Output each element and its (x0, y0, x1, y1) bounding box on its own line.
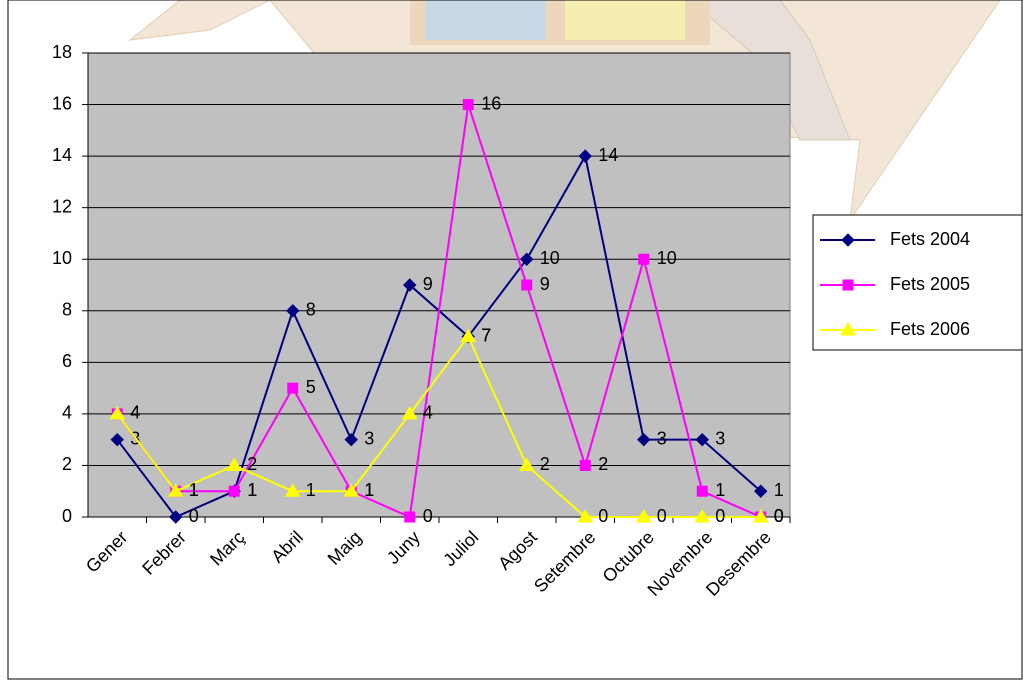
data-point (460, 328, 477, 343)
data-label: 0 (189, 506, 199, 526)
data-point (169, 510, 183, 524)
data-label: 10 (657, 248, 677, 268)
data-label: 5 (306, 377, 316, 397)
data-point (284, 483, 301, 497)
data-label: 1 (364, 480, 374, 500)
y-tick-label: 2 (62, 454, 72, 474)
data-point (343, 483, 360, 497)
data-label: 4 (423, 403, 433, 423)
data-label: 1 (189, 480, 199, 500)
data-label: 1 (774, 480, 784, 500)
legend-marker (842, 279, 854, 291)
data-point (401, 405, 418, 420)
data-label: 10 (540, 248, 560, 268)
data-label: 3 (364, 428, 374, 448)
y-tick-label: 14 (52, 145, 72, 165)
x-tick-label: Febrer (138, 527, 190, 579)
data-label: 7 (481, 325, 491, 345)
series-line (116, 334, 761, 518)
data-point (518, 457, 535, 471)
data-point (228, 485, 240, 497)
data-label: 0 (598, 506, 608, 526)
data-point (520, 252, 534, 266)
data-label: 1 (247, 480, 257, 500)
x-tick-label: Agost (494, 527, 541, 574)
data-label: 2 (247, 454, 257, 474)
y-tick-label: 10 (52, 248, 72, 268)
data-label: 0 (774, 506, 784, 526)
data-label: 1 (715, 480, 725, 500)
data-point (578, 149, 592, 163)
y-tick-label: 16 (52, 93, 72, 113)
data-point (637, 432, 651, 447)
data-point (694, 509, 711, 523)
legend-marker (841, 233, 855, 247)
data-label: 14 (598, 145, 618, 165)
data-point (754, 484, 768, 498)
data-point (344, 432, 358, 447)
data-point (403, 278, 417, 292)
y-tick-label: 6 (62, 351, 72, 371)
x-tick-label: Octubre (599, 527, 658, 586)
data-point (226, 457, 243, 471)
y-tick-label: 18 (52, 42, 72, 62)
data-label: 0 (774, 506, 784, 526)
data-point (696, 485, 708, 497)
y-tick-label: 0 (62, 506, 72, 526)
data-label: 9 (540, 274, 550, 294)
data-point (635, 509, 652, 523)
data-point (695, 432, 709, 447)
data-point (109, 405, 126, 420)
data-label: 7 (481, 325, 491, 345)
data-point (752, 509, 769, 523)
data-label: 9 (423, 274, 433, 294)
data-label: 3 (715, 428, 725, 448)
plot-area (87, 52, 791, 518)
data-label: 1 (364, 480, 374, 500)
data-label: 4 (130, 403, 140, 423)
data-point (638, 253, 650, 265)
data-label: 0 (423, 506, 433, 526)
x-tick-label: Maig (324, 527, 366, 569)
x-tick-label: Gener (82, 527, 132, 577)
data-label: 2 (598, 454, 608, 474)
data-point (287, 382, 299, 394)
legend-marker (840, 322, 856, 336)
legend-label: Fets 2005 (890, 274, 970, 294)
y-tick-label: 8 (62, 300, 72, 320)
data-point (286, 304, 300, 318)
data-point (404, 511, 416, 523)
data-label: 16 (481, 93, 501, 113)
y-tick-label: 4 (62, 403, 72, 423)
y-tick-label: 12 (52, 196, 72, 216)
data-point (521, 279, 533, 291)
data-label: 8 (306, 300, 316, 320)
data-label: 1 (247, 480, 257, 500)
data-label: 3 (657, 428, 667, 448)
data-label: 4 (130, 403, 140, 423)
data-point (167, 483, 184, 497)
data-point (462, 99, 474, 111)
data-label: 0 (657, 506, 667, 526)
series-line (116, 104, 762, 519)
data-label: 1 (189, 480, 199, 500)
data-point (577, 509, 594, 523)
legend-label: Fets 2006 (890, 319, 970, 339)
x-tick-label: Març (206, 527, 248, 569)
legend-label: Fets 2004 (890, 229, 970, 249)
data-label: 2 (540, 454, 550, 474)
x-tick-label: Abril (267, 527, 307, 567)
data-label: 1 (306, 480, 316, 500)
x-tick-label: Juliol (439, 527, 482, 570)
data-point (110, 432, 124, 447)
x-tick-label: Juny (383, 527, 424, 568)
data-point (579, 459, 591, 471)
x-tick-label: Setembre (530, 527, 599, 596)
data-label: 0 (715, 506, 725, 526)
